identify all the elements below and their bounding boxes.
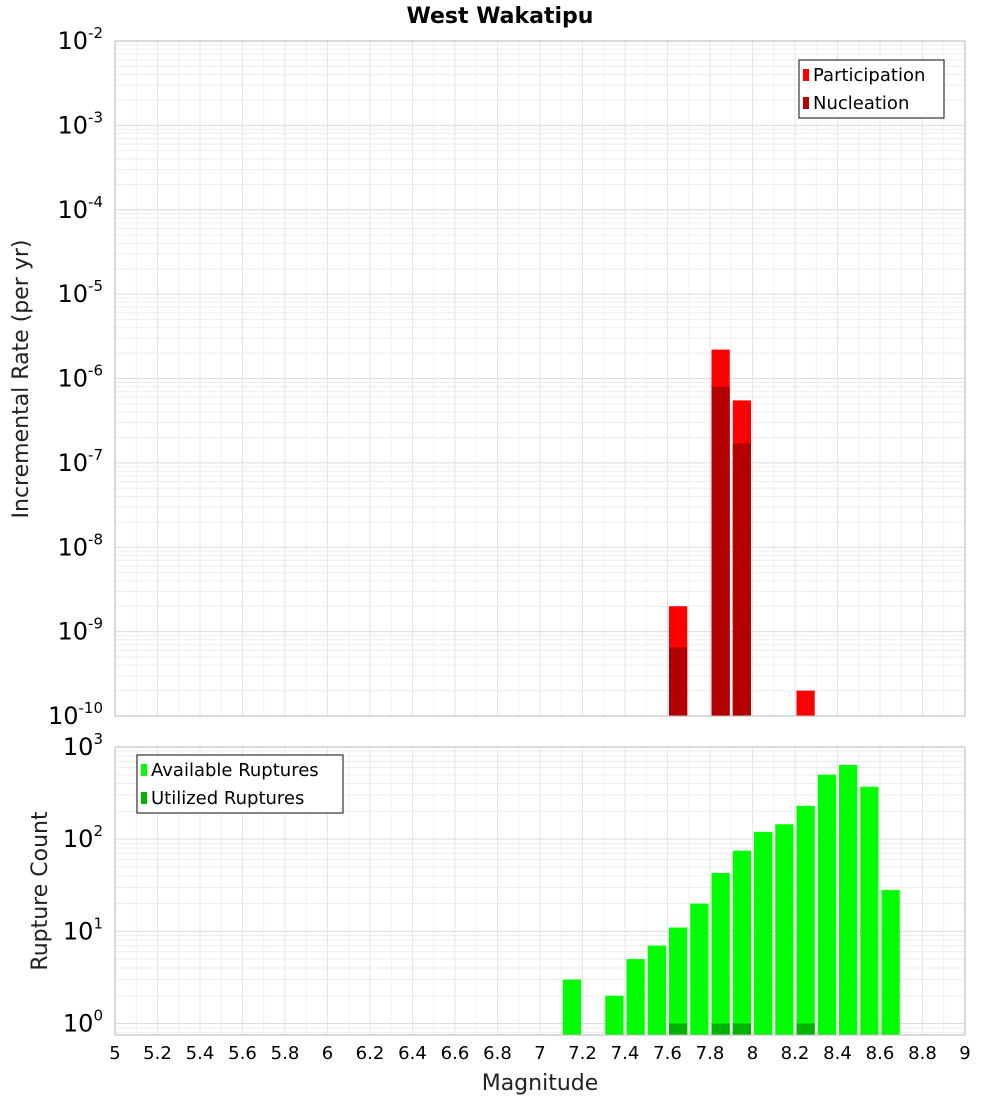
x-tick-label: 8	[747, 1043, 758, 1064]
legend: Participation Nucleation	[798, 59, 945, 119]
y-tick-label: 102	[63, 822, 103, 853]
bar	[881, 890, 900, 1035]
y-axis-label: Incremental Rate (per yr)	[9, 240, 34, 519]
bar	[711, 1023, 730, 1035]
x-tick-label: 7.4	[611, 1043, 640, 1064]
bar	[754, 831, 773, 1035]
legend-box	[798, 59, 945, 119]
legend: Available Ruptures Utilized Ruptures	[136, 754, 344, 814]
bar	[860, 786, 879, 1035]
y-axis-label: Rupture Count	[28, 811, 53, 971]
legend-swatch	[141, 764, 147, 776]
x-tick-label: 8.4	[823, 1043, 852, 1064]
y-tick-label: 10-7	[57, 446, 103, 477]
x-tick-label: 8.8	[908, 1043, 937, 1064]
bar	[626, 959, 645, 1035]
x-tick-label: 6	[322, 1043, 333, 1064]
legend-entry: Utilized Ruptures	[151, 788, 304, 809]
x-tick-label: 6.6	[441, 1043, 470, 1064]
bar	[562, 979, 581, 1035]
legend-swatch	[141, 792, 147, 804]
plot-frame	[114, 746, 966, 1036]
y-tick-labels: 10-10 10-9 10-8 10-7 10-6 10-5 10-4 10-3 10-2	[48, 24, 103, 730]
bar	[669, 647, 688, 716]
bar	[796, 1023, 815, 1035]
x-axis: 5 5.2 5.4 5.6 5.8 6 6.2 6.4 6.6 6.8 7 7.2 7.4 7.6 7.8 8…	[109, 1043, 970, 1064]
bar	[732, 1023, 751, 1035]
legend-entry: Participation	[813, 65, 925, 86]
y-tick-labels: 100 101 102 103	[63, 730, 103, 1037]
y-tick-label: 100	[63, 1006, 103, 1037]
x-tick-label: 7	[534, 1043, 545, 1064]
x-tick-label: 7.8	[696, 1043, 725, 1064]
x-tick-label: 5.4	[186, 1043, 215, 1064]
x-tick-label: 6.4	[398, 1043, 427, 1064]
bar	[669, 927, 688, 1035]
y-tick-label: 103	[63, 730, 103, 761]
bar	[711, 872, 730, 1035]
bar	[775, 824, 794, 1035]
x-tick-label: 8.6	[866, 1043, 895, 1064]
x-tick-label: 5.8	[271, 1043, 300, 1064]
bar	[690, 903, 709, 1035]
bar	[796, 805, 815, 1035]
x-tick-label: 7.6	[653, 1043, 682, 1064]
bar	[796, 690, 815, 716]
bar	[732, 850, 751, 1035]
bar	[817, 774, 836, 1035]
y-tick-label: 10-9	[57, 615, 103, 646]
series-1	[669, 1023, 815, 1035]
y-tick-label: 10-5	[57, 277, 103, 308]
series-1	[669, 386, 751, 716]
legend-box	[136, 754, 344, 814]
y-tick-label: 10-6	[57, 362, 103, 393]
incremental-rate-panel: 10-10 10-9 10-8 10-7 10-6 10-5 10-4 10-3 10-2 Inc…	[9, 24, 966, 730]
series-0	[562, 764, 900, 1035]
grid	[114, 40, 966, 717]
x-tick-label: 9	[959, 1043, 970, 1064]
x-tick-label: 5	[109, 1043, 120, 1064]
legend-swatch	[803, 97, 809, 109]
y-tick-label: 101	[63, 914, 103, 945]
x-tick-label: 5.2	[143, 1043, 172, 1064]
legend-entry: Nucleation	[813, 93, 909, 114]
bar	[839, 764, 858, 1035]
bar	[732, 443, 751, 716]
rupture-count-panel: 100 101 102 103 Rupture Count Available Ruptu…	[28, 730, 966, 1037]
y-tick-label: 10-3	[57, 108, 103, 139]
legend-entry: Available Ruptures	[151, 760, 319, 781]
x-tick-label: 7.2	[568, 1043, 597, 1064]
bar	[669, 1023, 688, 1035]
legend-swatch	[803, 69, 809, 81]
x-tick-label: 8.2	[781, 1043, 810, 1064]
bar	[711, 386, 730, 716]
x-tick-label: 6.2	[356, 1043, 385, 1064]
y-tick-label: 10-8	[57, 530, 103, 561]
y-tick-label: 10-10	[48, 699, 103, 730]
plot-frame	[114, 40, 966, 717]
bar	[605, 995, 624, 1035]
x-axis-label: Magnitude	[482, 1071, 599, 1096]
bar	[647, 945, 666, 1035]
x-tick-label: 6.8	[483, 1043, 512, 1064]
y-tick-label: 10-4	[57, 193, 103, 224]
chart-title: West Wakatipu	[407, 4, 594, 29]
x-tick-label: 5.6	[228, 1043, 257, 1064]
y-tick-label: 10-2	[57, 24, 103, 55]
